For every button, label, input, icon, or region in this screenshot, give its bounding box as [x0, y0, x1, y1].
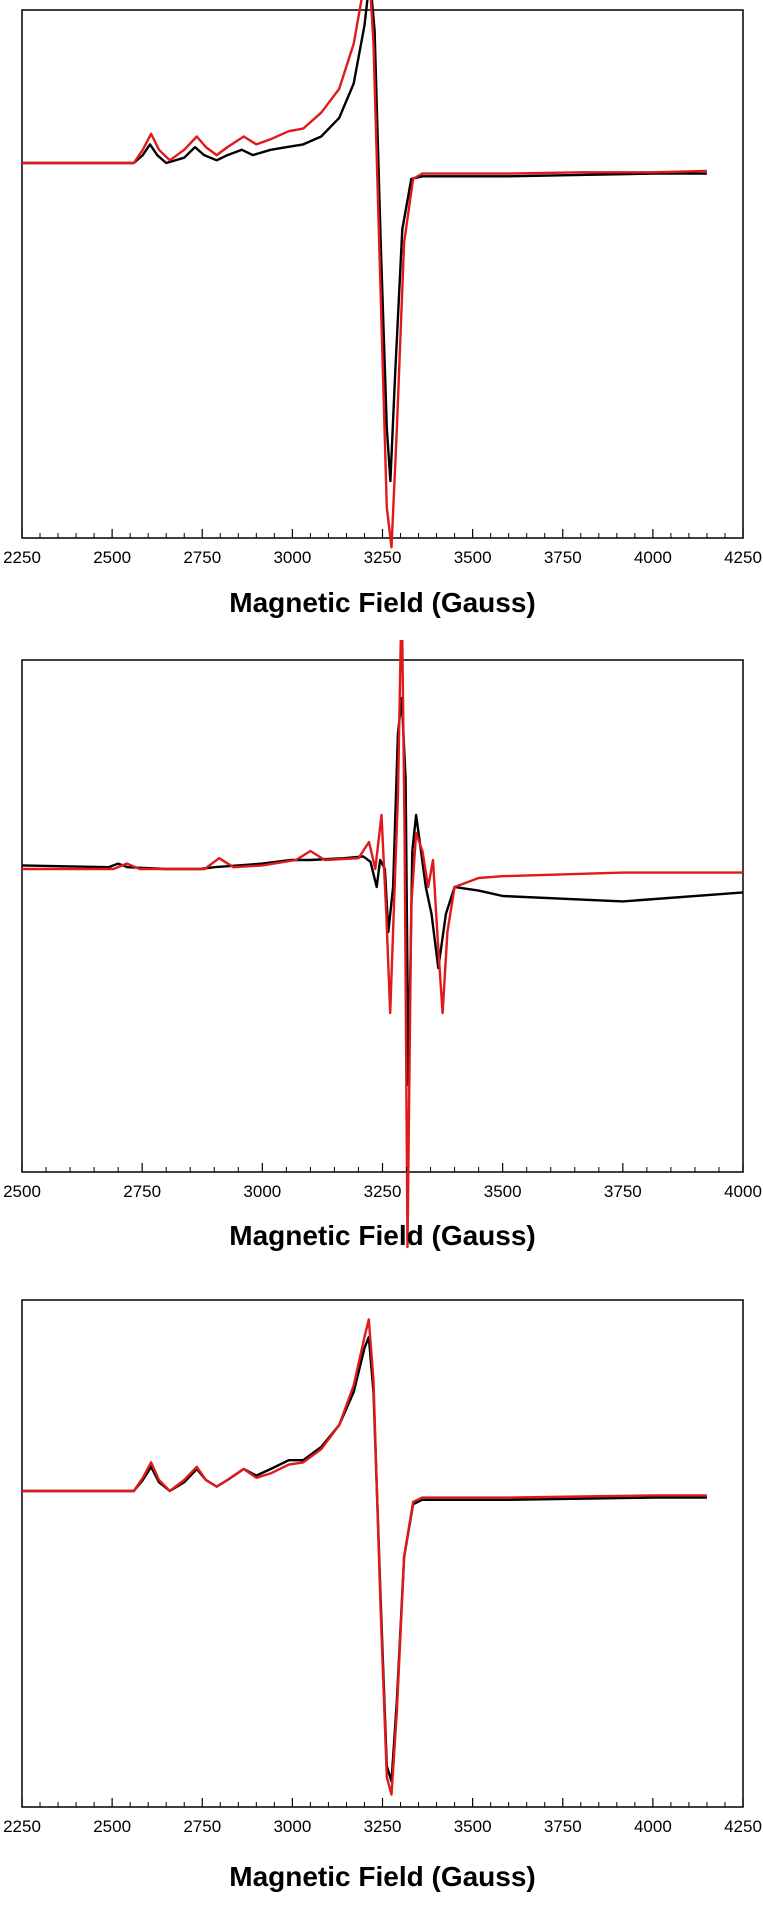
chart-3: 2250 2500 2750 3000 3250 3500 3750 4000 4250 Magn… — [3, 1299, 762, 1892]
x-axis-label: Magnetic Field (Gauss) — [229, 1220, 536, 1251]
spectrum-panel-1: 2250 2500 2750 3000 3250 3500 3750 4000 4250 Magn… — [0, 0, 763, 640]
x-tick-label: 3000 — [273, 1817, 311, 1836]
x-tick-label: 2750 — [183, 548, 221, 567]
x-tick-label: 4000 — [634, 548, 672, 567]
chart-2: 2500 2750 3000 3250 3500 3750 4000 Magnetic Fie… — [3, 640, 762, 1251]
x-tick-label: 3000 — [243, 1182, 281, 1201]
chart-1: 2250 2500 2750 3000 3250 3500 3750 4000 4250 Magn… — [3, 0, 762, 618]
x-tick-label: 2500 — [3, 1182, 41, 1201]
series-line-black — [21, 696, 744, 1087]
x-tick-label: 3250 — [364, 1182, 402, 1201]
x-tick-label: 2750 — [123, 1182, 161, 1201]
x-tick-label: 4000 — [634, 1817, 672, 1836]
series-line-black — [22, 0, 707, 483]
x-tick-label: 3500 — [454, 548, 492, 567]
x-tick-label: 2750 — [183, 1817, 221, 1836]
plot-frame — [21, 1299, 744, 1808]
series-line-red — [22, 1318, 707, 1796]
series-line-red — [22, 0, 707, 549]
x-tick-label: 4250 — [724, 1817, 762, 1836]
spectrum-panel-2: 2500 2750 3000 3250 3500 3750 4000 Magnetic Fie… — [0, 640, 763, 1280]
x-tick-label: 3500 — [484, 1182, 522, 1201]
series-line-black — [22, 1335, 707, 1783]
spectrum-panel-3: 2250 2500 2750 3000 3250 3500 3750 4000 4250 Magn… — [0, 1280, 763, 1914]
x-tick-label: 4250 — [724, 548, 762, 567]
x-axis-label: Magnetic Field (Gauss) — [229, 1861, 536, 1892]
x-tick-label: 4000 — [724, 1182, 762, 1201]
x-tick-label: 3000 — [273, 548, 311, 567]
plot-frame — [21, 659, 744, 1173]
x-tick-label: 3750 — [604, 1182, 642, 1201]
x-tick-label: 3750 — [544, 1817, 582, 1836]
x-tick-label: 2250 — [3, 548, 41, 567]
x-tick-label: 3250 — [364, 1817, 402, 1836]
x-tick-label: 3500 — [454, 1817, 492, 1836]
x-tick-label: 3250 — [364, 548, 402, 567]
x-tick-label: 2500 — [93, 548, 131, 567]
series-line-red — [22, 640, 743, 1249]
x-tick-label: 2250 — [3, 1817, 41, 1836]
x-tick-label: 2500 — [93, 1817, 131, 1836]
x-tick-label: 3750 — [544, 548, 582, 567]
x-axis-label: Magnetic Field (Gauss) — [229, 587, 536, 618]
